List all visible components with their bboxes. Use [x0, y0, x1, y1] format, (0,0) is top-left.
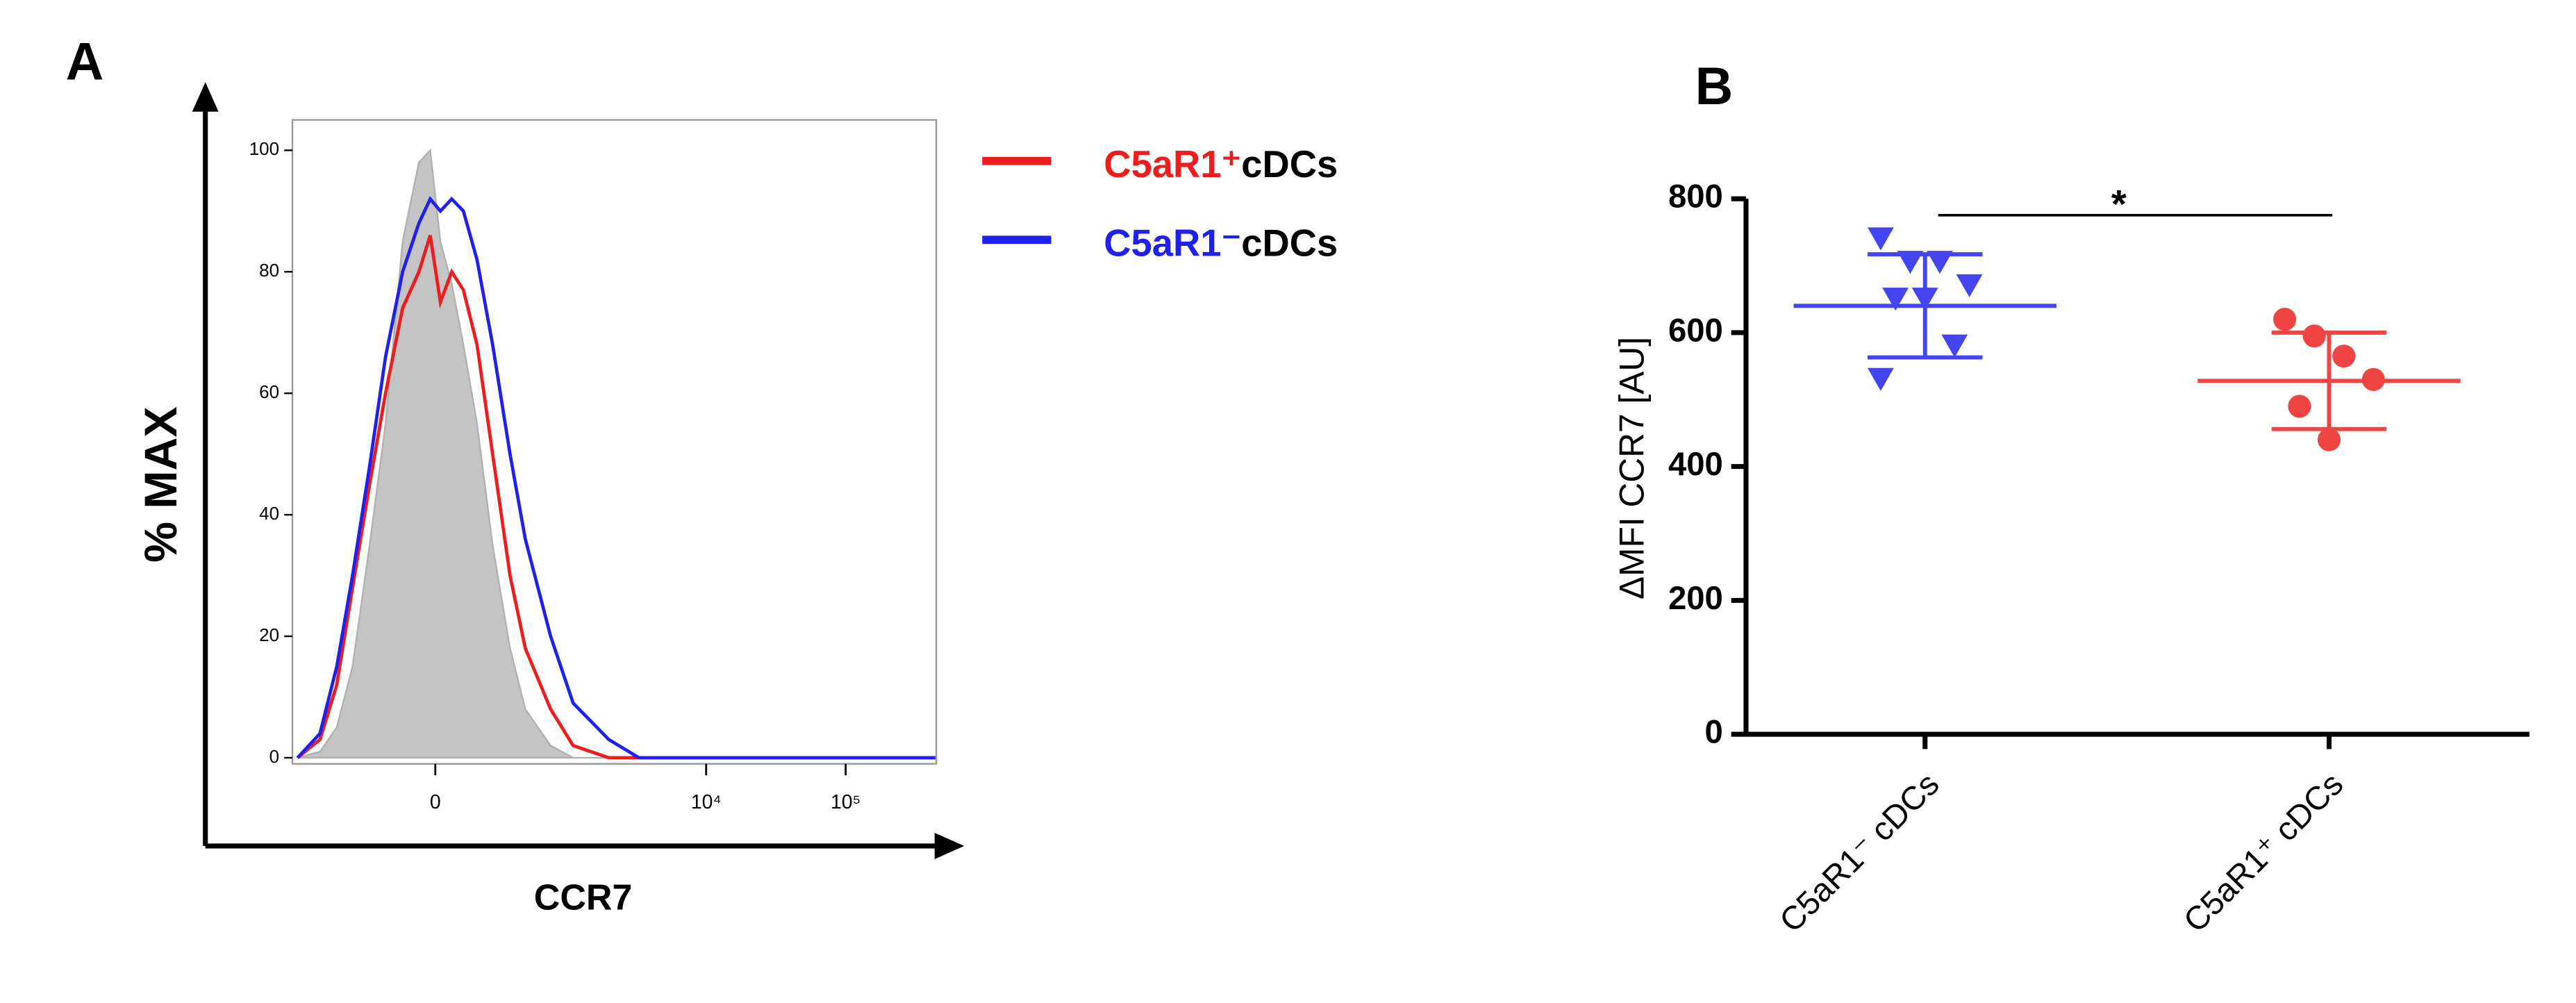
x-tick-label: C5aR1⁺ cDCs	[2177, 765, 2350, 939]
legend-text: cDCs	[1241, 144, 1338, 186]
legend-text: C5aR1⁻	[1104, 222, 1241, 265]
data-point	[1956, 274, 1983, 297]
data-point	[1867, 227, 1894, 251]
y-tick-label: 80	[259, 260, 279, 281]
y-tick-label: 0	[269, 746, 279, 767]
y-tick-label: 20	[259, 624, 279, 645]
histogram-line	[296, 196, 936, 760]
x-tick-label: 10⁴	[691, 791, 722, 813]
panel-label: B	[1695, 57, 1734, 116]
x-tick-label: 10⁵	[831, 791, 861, 813]
y-tick-label: 800	[1668, 179, 1723, 215]
data-point	[2317, 428, 2341, 451]
data-point	[1867, 367, 1894, 391]
data-point	[2273, 308, 2297, 331]
data-point	[1882, 288, 1909, 311]
y-axis-label: % MAX	[135, 406, 187, 562]
arrow	[934, 832, 965, 859]
histogram-line	[296, 235, 936, 760]
y-tick-label: 100	[249, 138, 279, 159]
legend-text: cDCs	[1241, 222, 1338, 265]
significance-label: *	[2111, 183, 2127, 226]
data-point	[1927, 251, 1953, 274]
data-point	[2332, 345, 2356, 368]
legend-label: C5aR1⁻cDCs	[1104, 222, 1338, 265]
data-point	[2288, 395, 2311, 418]
y-tick-label: 400	[1668, 446, 1723, 483]
legend-label: C5aR1⁺cDCs	[1104, 144, 1338, 186]
legend-text: C5aR1⁺	[1104, 144, 1241, 186]
x-axis-label: CCR7	[534, 878, 633, 918]
panel-label: A	[66, 33, 104, 92]
data-point	[2302, 324, 2326, 348]
y-tick-label: 60	[259, 381, 279, 402]
plot-frame	[291, 119, 938, 765]
y-tick-label: 0	[1705, 714, 1723, 751]
arrow	[192, 82, 219, 112]
y-tick-label: 200	[1668, 580, 1723, 617]
histogram-area	[297, 148, 937, 759]
x-tick-label: C5aR1⁻ cDCs	[1772, 765, 1946, 939]
y-tick-label: 600	[1668, 312, 1723, 349]
data-point	[1941, 334, 1968, 358]
data-point	[1897, 251, 1924, 274]
y-tick-label: 40	[259, 503, 279, 524]
y-axis-label: ΔMFI CCR7 [AU]	[1612, 337, 1651, 599]
x-tick-label: 0	[430, 791, 441, 813]
